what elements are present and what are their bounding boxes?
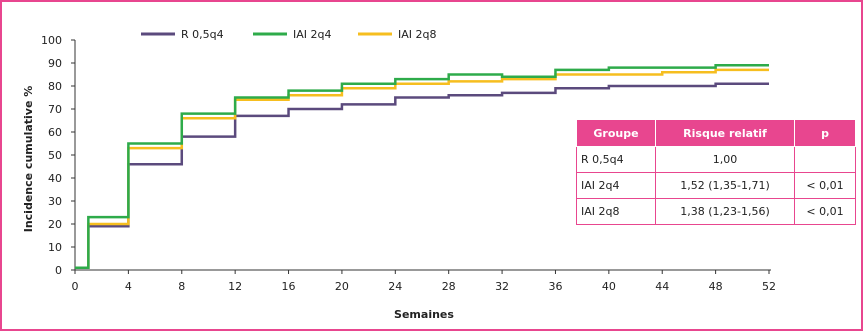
y-tick-label: 70 [48, 103, 62, 116]
y-tick-label: 80 [48, 80, 62, 93]
cell-relative-risk: 1,38 (1,23-1,56) [655, 198, 795, 225]
risk-table: Groupe Risque relatif p R 0,5q4 1,00 IAI… [576, 119, 856, 225]
x-tick-label: 12 [228, 280, 242, 293]
y-tick-label: 60 [48, 126, 62, 139]
y-tick-label: 50 [48, 149, 62, 162]
y-tick-label: 90 [48, 57, 62, 70]
x-tick-label: 40 [602, 280, 616, 293]
table-row: R 0,5q4 1,00 [576, 146, 856, 173]
series-line-0 [75, 82, 769, 269]
x-tick-label: 4 [125, 280, 132, 293]
cell-relative-risk: 1,52 (1,35-1,71) [655, 172, 795, 199]
series-line-2 [75, 68, 769, 269]
axes: 0 4 8 12 16 20 24 28 32 36 40 44 48 52010203040506070… [41, 34, 776, 293]
x-axis-title: Semaines [394, 308, 454, 321]
x-tick-label: 24 [388, 280, 402, 293]
y-tick-label: 20 [48, 218, 62, 231]
y-tick-label: 0 [55, 264, 62, 277]
y-tick-label: 100 [41, 34, 62, 47]
x-tick-label: 44 [655, 280, 669, 293]
series-group [75, 64, 769, 269]
table-row: IAI 2q8 1,38 (1,23-1,56) < 0,01 [576, 198, 856, 225]
y-tick-label: 40 [48, 172, 62, 185]
x-tick-label: 52 [762, 280, 776, 293]
table-header-row: Groupe Risque relatif p [576, 119, 856, 147]
x-tick-label: 32 [495, 280, 509, 293]
y-tick-label: 10 [48, 241, 62, 254]
cell-group: R 0,5q4 [576, 146, 656, 173]
y-tick-label: 30 [48, 195, 62, 208]
table-row: IAI 2q4 1,52 (1,35-1,71) < 0,01 [576, 172, 856, 199]
cell-p [794, 146, 856, 173]
cell-p: < 0,01 [794, 198, 856, 225]
legend-label: R 0,5q4 [181, 28, 224, 41]
header-group: Groupe [576, 119, 656, 147]
legend-label: IAI 2q4 [293, 28, 332, 41]
x-tick-label: 0 [72, 280, 79, 293]
x-tick-label: 48 [709, 280, 723, 293]
x-tick-label: 8 [178, 280, 185, 293]
header-p: p [794, 119, 856, 147]
header-relative-risk: Risque relatif [655, 119, 795, 147]
x-tick-label: 20 [335, 280, 349, 293]
legend-label: IAI 2q8 [398, 28, 437, 41]
x-tick-label: 16 [282, 280, 296, 293]
legend: R 0,5q4 IAI 2q4 IAI 2q8 [141, 28, 437, 41]
x-tick-label: 36 [548, 280, 562, 293]
cell-group: IAI 2q4 [576, 172, 656, 199]
cell-p: < 0,01 [794, 172, 856, 199]
cell-relative-risk: 1,00 [655, 146, 795, 173]
cell-group: IAI 2q8 [576, 198, 656, 225]
x-tick-label: 28 [442, 280, 456, 293]
series-line-1 [75, 64, 769, 269]
y-axis-title: Incidence cumulative % [22, 86, 35, 233]
